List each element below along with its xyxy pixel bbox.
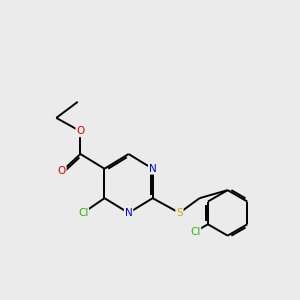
Text: Cl: Cl [78, 208, 88, 218]
Text: S: S [176, 208, 183, 218]
Text: Cl: Cl [190, 226, 200, 237]
Text: O: O [58, 167, 66, 176]
Text: N: N [149, 164, 157, 174]
Text: O: O [76, 126, 85, 136]
Text: N: N [125, 208, 133, 218]
